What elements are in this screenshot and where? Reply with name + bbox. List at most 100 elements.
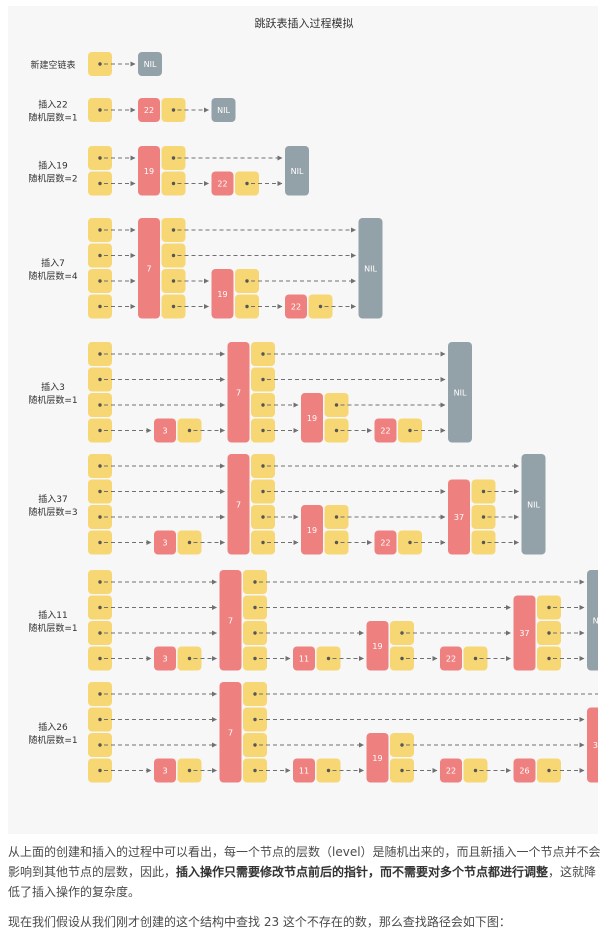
pointer-dot	[98, 464, 102, 468]
node-key-22	[138, 98, 160, 122]
pointer-dot	[547, 768, 551, 773]
step-1: 新建空链表 NIL	[30, 52, 162, 76]
pointer-dot	[473, 656, 478, 661]
node-key-label: 22	[217, 180, 227, 189]
node-key-label: 19	[372, 754, 382, 763]
node-key-22	[285, 294, 307, 319]
node-key-3	[154, 758, 176, 783]
step-label: 随机层数=4	[28, 270, 78, 282]
pointer-dot	[253, 631, 257, 635]
step-label: 插入37	[38, 493, 67, 505]
step-label: 插入22	[38, 99, 67, 111]
explanation-bold: 插入操作只需要修改节点前后的指针，而不需要对多个节点都进行调整	[176, 865, 549, 879]
node-key-label: 3	[162, 655, 167, 664]
step-label: 插入26	[38, 721, 68, 733]
pointer-dot	[326, 768, 331, 773]
pointer-dot	[400, 768, 404, 773]
node-key-label: 19	[307, 526, 317, 535]
nil-node	[285, 146, 309, 196]
pointer-dot	[547, 631, 551, 635]
node-key-3	[154, 530, 176, 555]
node-key-22	[374, 418, 397, 443]
nil-label: NIL	[144, 60, 157, 69]
node-key-7	[227, 342, 250, 443]
pointer-dot	[253, 605, 257, 610]
pointer-dot	[98, 279, 102, 283]
node-key-22	[440, 758, 462, 783]
node-key-label: 11	[299, 767, 309, 776]
pointer-dot	[98, 228, 102, 232]
pointer-dot	[98, 156, 102, 160]
node-key-label: 19	[144, 167, 154, 176]
pointer-dot	[318, 304, 323, 309]
nil-node	[448, 342, 472, 443]
pointer-dot	[98, 377, 102, 382]
pointer-dot	[98, 352, 102, 356]
node-key-label: 22	[446, 655, 456, 664]
pointer-dot	[481, 489, 486, 494]
node-key-label: 22	[380, 427, 390, 436]
pointer-dot	[98, 253, 102, 258]
node-key-7	[227, 454, 250, 555]
node-key-11	[293, 758, 315, 783]
pointer-dot	[547, 605, 551, 610]
pointer-dot	[326, 656, 331, 661]
node-key-7	[138, 218, 160, 319]
pointer-dot	[98, 580, 102, 584]
skiplist-insert-diagram: 跳跃表插入过程模拟 新建空链表 NIL 插入22 随机层数=1 22 NIL 插入19 随机层…	[8, 6, 598, 834]
node-key-label: 22	[144, 106, 154, 115]
pointer-dot	[253, 656, 257, 661]
nil-node	[138, 52, 162, 76]
node-key-label: 7	[228, 616, 233, 625]
node-key-label: 26	[519, 767, 529, 776]
pointer-dot	[481, 540, 486, 545]
pointer-dot	[98, 656, 102, 661]
pointer-dot	[98, 717, 102, 722]
node-key-7	[219, 682, 242, 783]
step-label: 随机层数=2	[28, 172, 77, 184]
pointer-dot	[171, 228, 176, 232]
nil-node	[521, 454, 546, 555]
pointer-dot	[98, 108, 102, 112]
pointer-dot	[187, 540, 192, 545]
pointer-dot	[171, 304, 176, 309]
pointer-dot	[334, 403, 339, 407]
pointer-dot	[481, 515, 486, 519]
pointer-dot	[98, 304, 102, 309]
node-key-label: 19	[217, 290, 227, 299]
nil-label: NIL	[593, 616, 598, 625]
step-label: 随机层数=1	[28, 622, 77, 634]
node-key-37	[513, 595, 536, 671]
pointer-dot	[98, 62, 102, 66]
pointer-dot	[253, 717, 257, 722]
nil-node	[358, 218, 383, 319]
node-key-label: 22	[291, 303, 301, 312]
node-key-label: 37	[593, 741, 598, 750]
node-key-19	[366, 621, 389, 671]
pointer-dot	[547, 656, 551, 661]
node-key-label: 11	[299, 655, 309, 664]
node-key-label: 7	[236, 500, 241, 509]
node-key-37	[587, 707, 598, 783]
pointer-dot	[261, 489, 265, 494]
step-label: 随机层数=1	[28, 734, 77, 746]
pointer-dot	[253, 580, 257, 584]
nil-label: NIL	[527, 500, 540, 509]
pointer-dot	[98, 692, 102, 696]
step-label: 插入11	[38, 609, 67, 621]
pointer-dot	[98, 605, 102, 610]
node-key-label: 22	[380, 539, 390, 548]
diagram-title: 跳跃表插入过程模拟	[255, 16, 354, 30]
step-label: 插入7	[41, 257, 65, 269]
node-key-label: 7	[236, 388, 241, 397]
pointer-dot	[98, 515, 102, 519]
node-key-19	[138, 146, 160, 196]
step-label: 随机层数=1	[28, 112, 77, 124]
pointer-dot	[408, 540, 412, 545]
node-key-3	[154, 418, 176, 443]
